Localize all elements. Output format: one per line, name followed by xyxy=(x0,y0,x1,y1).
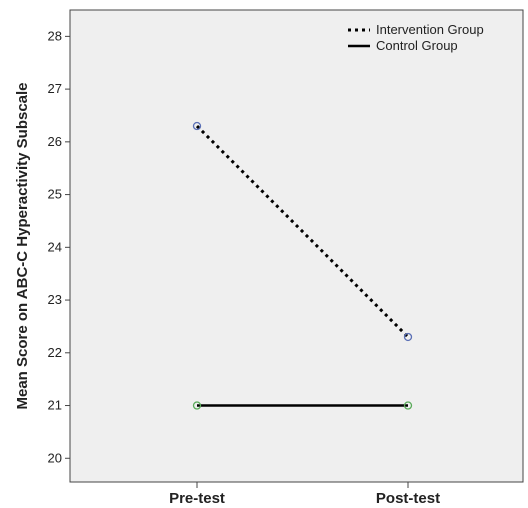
y-axis-ticks: 20 21 22 23 24 25 26 27 28 xyxy=(48,28,70,465)
y-tick-label: 22 xyxy=(48,345,62,360)
y-tick-label: 21 xyxy=(48,398,62,413)
y-tick-label: 20 xyxy=(48,450,62,465)
data-point-1-1 xyxy=(403,401,413,410)
y-tick-label: 27 xyxy=(48,81,62,96)
data-point-0-0 xyxy=(192,121,202,131)
x-category-label: Post-test xyxy=(376,490,440,507)
y-tick-label: 26 xyxy=(48,134,62,149)
x-axis-ticks: Pre-test Post-test xyxy=(169,482,440,507)
series-layer xyxy=(192,121,413,410)
y-tick-label: 24 xyxy=(48,239,62,254)
data-point-0-1 xyxy=(403,332,413,342)
x-category-label: Pre-test xyxy=(169,490,225,507)
y-axis-title: Mean Score on ABC-C Hyperactivity Subsca… xyxy=(14,82,31,409)
y-tick-label: 28 xyxy=(48,28,62,43)
y-tick-label: 23 xyxy=(48,292,62,307)
plot-area xyxy=(69,9,524,483)
series-line-0 xyxy=(195,124,410,339)
legend-label-0: Intervention Group xyxy=(376,22,484,37)
legend-label-1: Control Group xyxy=(376,38,458,53)
y-tick-label: 25 xyxy=(48,187,62,202)
data-point-1-0 xyxy=(192,401,202,410)
